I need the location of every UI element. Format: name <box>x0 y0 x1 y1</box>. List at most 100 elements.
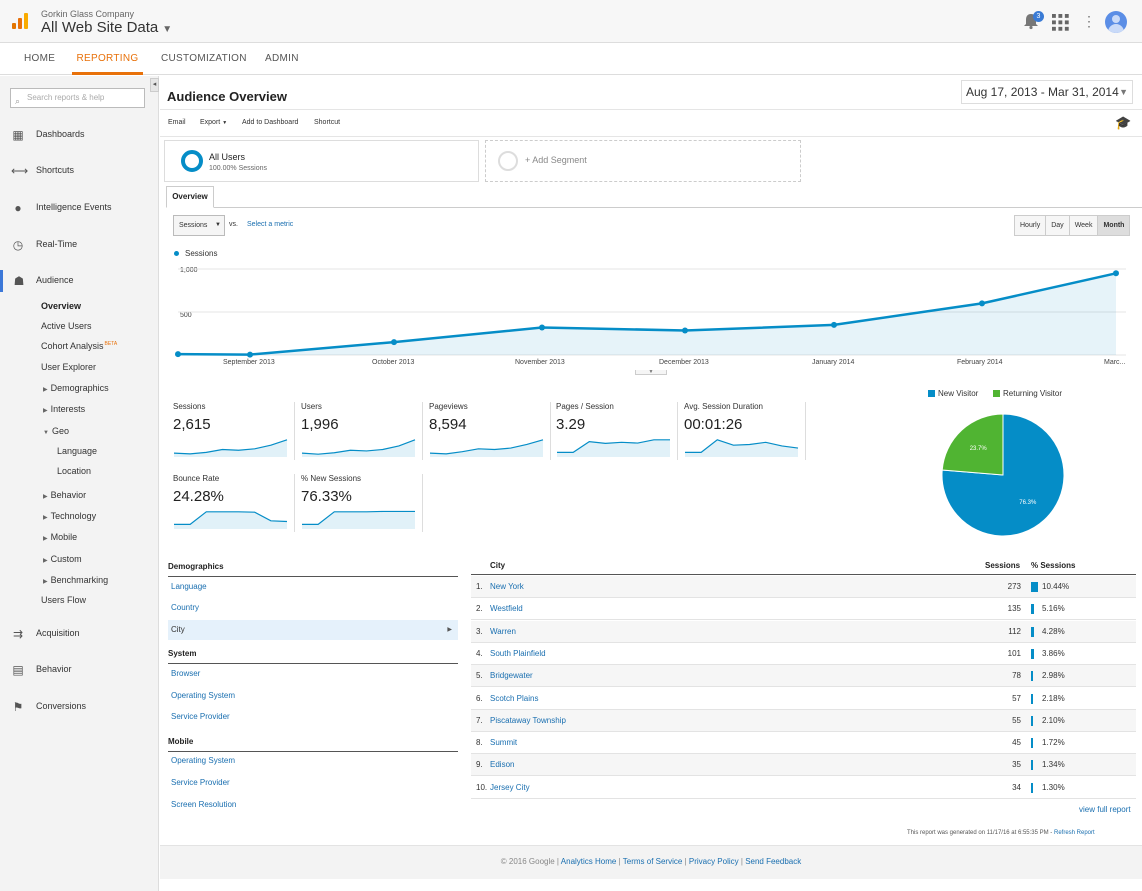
table-row: 8. Summit 45 1.72% <box>471 732 1136 755</box>
city-link[interactable]: Bridgewater <box>490 671 533 681</box>
pie-slice-new-visitor[interactable] <box>941 413 1065 537</box>
metric-tile-pageviews[interactable]: Pageviews 8,594 <box>429 402 551 460</box>
sidebar-item-real-time[interactable]: ◷ Real-Time <box>0 234 159 256</box>
sidebar-sub-users-flow[interactable]: Users Flow <box>41 595 87 605</box>
dimension-link-service-provider[interactable]: Service Provider <box>171 712 230 721</box>
sidebar-sub-mobile[interactable]: ▶ Mobile <box>43 532 77 542</box>
footer-link-analytics-home[interactable]: Analytics Home <box>560 857 617 866</box>
pie-slice-returning-visitor[interactable] <box>941 413 1004 476</box>
metric-tile-pages-per-session[interactable]: Pages / Session 3.29 <box>556 402 678 460</box>
graduation-cap-icon[interactable]: 🎓 <box>1115 115 1132 130</box>
sidebar-item-shortcuts[interactable]: ⟷ Shortcuts <box>0 160 159 182</box>
dimension-link-language[interactable]: Language <box>171 582 207 591</box>
sidebar-sub-custom[interactable]: ▶ Custom <box>43 554 82 564</box>
sidebar-sub-cohort-analysis[interactable]: Cohort AnalysisBETA <box>41 341 117 351</box>
sidebar-sub-location[interactable]: Location <box>57 466 92 476</box>
apps-grid-icon[interactable] <box>1052 14 1070 32</box>
sidebar-item-dashboards[interactable]: ▦ Dashboards <box>0 124 159 146</box>
search-input[interactable]: ⌕ Search reports & help <box>10 88 145 108</box>
city-link[interactable]: Summit <box>490 738 518 748</box>
sidebar-sub-user-explorer[interactable]: User Explorer <box>41 362 97 372</box>
month-button[interactable]: Month <box>1098 216 1130 235</box>
sidebar-item-behavior[interactable]: ▤ Behavior <box>0 659 159 681</box>
sidebar-item-conversions[interactable]: ⚑ Conversions <box>0 696 159 718</box>
property-selector[interactable]: All Web Site Data ▼ <box>41 19 172 36</box>
report-tabs: Overview <box>166 186 1142 208</box>
sidebar-sub-active-users[interactable]: Active Users <box>41 321 92 331</box>
email-button[interactable]: Email <box>168 119 186 126</box>
city-link[interactable]: Jersey City <box>490 782 530 792</box>
sidebar-sub-technology[interactable]: ▶ Technology <box>43 511 96 521</box>
day-button[interactable]: Day <box>1046 216 1070 235</box>
dimension-link-mobile-service-provider[interactable]: Service Provider <box>171 778 230 787</box>
more-vert-icon[interactable]: ⋮ <box>1082 13 1096 29</box>
sidebar-sub-geo[interactable]: ▼ Geo <box>43 426 69 436</box>
dimension-link-mobile-os[interactable]: Operating System <box>171 756 236 765</box>
metric-tile-avg-session-duration[interactable]: Avg. Session Duration 00:01:26 <box>684 402 806 460</box>
sidebar-item-audience[interactable]: ☗ Audience <box>0 270 159 292</box>
analytics-logo-icon[interactable] <box>12 13 30 29</box>
dimension-link-operating-system[interactable]: Operating System <box>171 691 236 700</box>
dimension-link-screen-resolution[interactable]: Screen Resolution <box>171 800 237 809</box>
refresh-report-link[interactable]: Refresh Report <box>1053 830 1095 836</box>
sidebar-sub-behavior[interactable]: ▶ Behavior <box>43 490 86 500</box>
data-point[interactable] <box>831 321 837 328</box>
tab-reporting[interactable]: REPORTING <box>72 43 143 75</box>
tab-home[interactable]: HOME <box>24 53 56 64</box>
footer-link-terms[interactable]: Terms of Service <box>622 857 683 866</box>
footer-link-feedback[interactable]: Send Feedback <box>745 857 802 866</box>
data-point[interactable] <box>247 351 253 358</box>
data-point[interactable] <box>1113 270 1119 277</box>
collapse-sidebar-button[interactable]: ◂ <box>150 78 159 92</box>
week-button[interactable]: Week <box>1069 216 1099 235</box>
view-full-report-link[interactable]: view full report <box>1079 805 1131 814</box>
export-button[interactable]: Export ▼ <box>200 119 227 126</box>
data-point[interactable] <box>391 339 397 346</box>
tab-admin[interactable]: ADMIN <box>265 53 299 64</box>
sidebar-item-intelligence-events[interactable]: ● Intelligence Events <box>0 197 159 219</box>
tab-customization[interactable]: CUSTOMIZATION <box>161 53 247 64</box>
sidebar-sub-overview[interactable]: Overview <box>41 301 82 311</box>
add-to-dashboard-button[interactable]: Add to Dashboard <box>242 119 299 126</box>
avatar-icon[interactable] <box>1105 11 1127 33</box>
col-sessions[interactable]: Sessions <box>985 561 1021 570</box>
sidebar-sub-benchmarking[interactable]: ▶ Benchmarking <box>43 575 108 585</box>
x-tick-label: January 2014 <box>812 359 855 366</box>
tab-overview[interactable]: Overview <box>166 186 214 208</box>
dimension-link-country[interactable]: Country <box>171 603 200 612</box>
city-link[interactable]: Edison <box>490 760 515 770</box>
data-point[interactable] <box>979 300 985 307</box>
chart-resize-handle[interactable]: ▼ <box>635 370 667 375</box>
metric-tile-sessions[interactable]: Sessions 2,615 <box>173 402 295 460</box>
city-link[interactable]: Westfield <box>490 604 523 614</box>
col-city[interactable]: City <box>490 561 506 570</box>
sidebar-sub-interests[interactable]: ▶ Interests <box>43 404 85 414</box>
footer-link-privacy[interactable]: Privacy Policy <box>688 857 739 866</box>
select-metric-link[interactable]: Select a metric <box>247 221 294 228</box>
segment-all-users[interactable]: All Users 100.00% Sessions <box>164 140 479 182</box>
city-link[interactable]: Warren <box>490 626 516 636</box>
data-point[interactable] <box>539 324 545 331</box>
city-link[interactable]: Piscataway Township <box>490 715 566 725</box>
city-link[interactable]: New York <box>490 582 524 591</box>
city-link[interactable]: South Plainfield <box>490 648 546 658</box>
metric-tile-bounce-rate[interactable]: Bounce Rate 24.28% <box>173 474 295 532</box>
export-label: Export <box>200 119 221 126</box>
sidebar-sub-language[interactable]: Language <box>57 446 98 456</box>
dimension-link-city[interactable]: City ▶ <box>168 620 458 640</box>
add-segment-button[interactable]: + Add Segment <box>485 140 801 182</box>
city-link[interactable]: Scotch Plains <box>490 693 539 703</box>
metric-selector[interactable]: Sessions ▼ <box>173 215 225 236</box>
shortcut-button[interactable]: Shortcut <box>314 119 341 126</box>
sidebar-item-acquisition[interactable]: ⇉ Acquisition <box>0 623 159 645</box>
table-row: 10. Jersey City 34 1.30% <box>471 777 1136 799</box>
data-point[interactable] <box>175 351 181 358</box>
data-point[interactable] <box>682 327 688 334</box>
metric-tile-new-sessions[interactable]: % New Sessions 76.33% <box>301 474 423 532</box>
dimension-link-browser[interactable]: Browser <box>171 669 201 678</box>
metric-tile-users[interactable]: Users 1,996 <box>301 402 423 460</box>
date-range-picker[interactable]: Aug 17, 2013 - Mar 31, 2014 ▼ <box>961 80 1133 104</box>
col-pct-sessions[interactable]: % Sessions <box>1031 561 1076 570</box>
sidebar-sub-demographics[interactable]: ▶ Demographics <box>43 383 109 393</box>
hourly-button[interactable]: Hourly <box>1015 216 1047 235</box>
